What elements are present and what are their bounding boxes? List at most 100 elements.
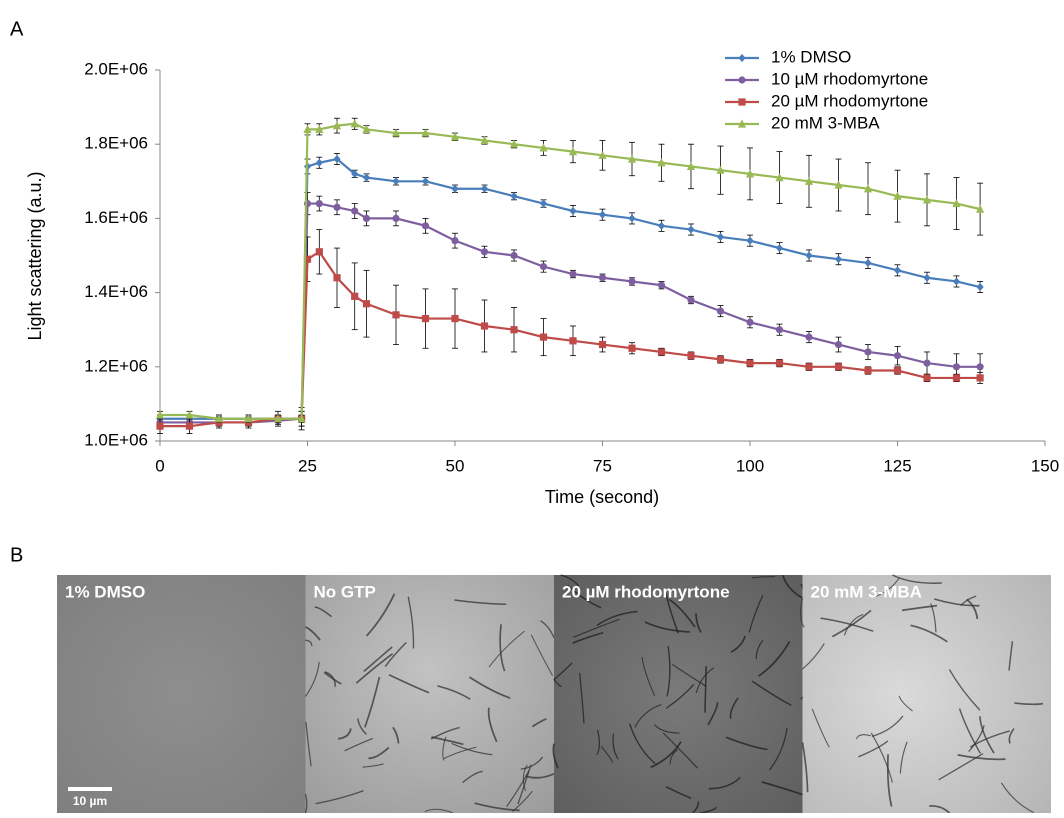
marker [687, 225, 694, 233]
marker [333, 274, 340, 281]
marker [953, 277, 960, 285]
figure: A B Time (second) Light scattering (a.u.… [0, 0, 1064, 813]
series-line [160, 204, 980, 423]
marker [510, 326, 517, 333]
marker [835, 363, 842, 370]
marker [599, 211, 606, 219]
marker [738, 76, 745, 83]
marker [658, 222, 665, 230]
marker [776, 326, 783, 333]
marker [738, 54, 745, 62]
marker [717, 356, 724, 363]
micrograph [803, 575, 1052, 813]
marker [923, 374, 930, 381]
y-tick-label: 1.2E+06 [84, 356, 148, 375]
marker [481, 185, 488, 193]
marker [658, 348, 665, 355]
marker [599, 274, 606, 281]
x-tick-label: 75 [593, 456, 612, 475]
marker [894, 266, 901, 274]
series-line [160, 159, 980, 419]
marker [746, 359, 753, 366]
panel-label: B [10, 544, 23, 566]
marker [894, 352, 901, 359]
x-tick-label: 50 [446, 456, 465, 475]
marker [746, 319, 753, 326]
series-line [160, 124, 980, 419]
x-axis-title: Time (second) [545, 487, 659, 507]
legend-label: 10 µM rhodomyrtone [771, 69, 928, 88]
marker [392, 311, 399, 318]
marker [351, 207, 358, 214]
marker [481, 322, 488, 329]
marker [717, 233, 724, 241]
y-tick-label: 1.8E+06 [84, 134, 148, 153]
marker [540, 334, 547, 341]
y-axis-title: Light scattering (a.u.) [25, 171, 45, 340]
marker [363, 215, 370, 222]
marker [687, 352, 694, 359]
marker [953, 374, 960, 381]
micrograph [554, 575, 803, 813]
marker [569, 337, 576, 344]
marker [451, 237, 458, 244]
marker [540, 263, 547, 270]
panel-label: A [10, 18, 24, 40]
x-tick-label: 150 [1031, 456, 1059, 475]
marker [316, 200, 323, 207]
marker [953, 363, 960, 370]
marker [776, 359, 783, 366]
marker [923, 359, 930, 366]
marker [481, 248, 488, 255]
marker [451, 315, 458, 322]
marker [363, 173, 370, 181]
marker [351, 293, 358, 300]
marker [805, 251, 812, 259]
marker [717, 308, 724, 315]
y-tick-label: 2.0E+06 [84, 59, 148, 78]
marker [392, 215, 399, 222]
legend-label: 20 µM rhodomyrtone [771, 91, 928, 110]
marker [835, 255, 842, 263]
x-tick-label: 0 [155, 456, 164, 475]
marker [658, 282, 665, 289]
marker [451, 185, 458, 193]
marker [156, 423, 163, 430]
marker [422, 315, 429, 322]
micrograph-label: No GTP [314, 582, 376, 601]
marker [363, 300, 370, 307]
micrograph [306, 575, 555, 813]
marker [333, 204, 340, 211]
marker [422, 177, 429, 185]
marker [977, 374, 984, 381]
marker [540, 199, 547, 207]
marker [776, 244, 783, 252]
marker [687, 296, 694, 303]
marker [569, 207, 576, 215]
marker [894, 367, 901, 374]
marker [977, 283, 984, 291]
marker [186, 423, 193, 430]
micrograph [57, 575, 306, 813]
micrograph-label: 20 µM rhodomyrtone [562, 582, 730, 601]
micrograph-label: 20 mM 3-MBA [811, 582, 922, 601]
marker [316, 248, 323, 255]
scale-bar-label: 10 µm [73, 794, 107, 808]
marker [599, 341, 606, 348]
marker [864, 259, 871, 267]
marker [510, 192, 517, 200]
x-tick-label: 25 [298, 456, 317, 475]
marker [805, 334, 812, 341]
marker [864, 348, 871, 355]
scale-bar [68, 787, 112, 791]
marker [569, 270, 576, 277]
marker [316, 159, 323, 167]
legend-label: 20 mM 3-MBA [771, 113, 880, 132]
marker [977, 363, 984, 370]
x-tick-label: 125 [883, 456, 911, 475]
y-tick-label: 1.4E+06 [84, 282, 148, 301]
marker [392, 177, 399, 185]
marker [510, 252, 517, 259]
y-tick-label: 1.6E+06 [84, 208, 148, 227]
marker [835, 341, 842, 348]
